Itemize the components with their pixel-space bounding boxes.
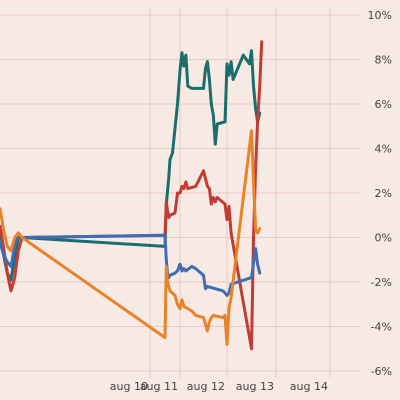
y-tick-label: 2%: [375, 187, 392, 200]
series-line-1: [0, 49, 262, 282]
series-line-4: [0, 129, 262, 346]
y-tick-label: 4%: [375, 143, 392, 156]
y-tick-label: 10%: [368, 9, 392, 22]
x-tick-label: aug 12: [187, 380, 225, 393]
series-line-2: [0, 40, 264, 351]
y-tick-label: -4%: [371, 321, 392, 334]
x-tick-label: aug 13: [236, 380, 274, 393]
x-tick-label: aug 11: [140, 380, 178, 393]
series-line-3: [0, 231, 262, 297]
y-tick-label: -2%: [371, 276, 392, 289]
y-tick-label: 6%: [375, 98, 392, 111]
y-tick-label: 0%: [375, 232, 392, 245]
y-tick-label: 8%: [375, 54, 392, 67]
series-lines: [0, 40, 264, 351]
x-tick-label: aug 14: [290, 380, 328, 393]
y-tick-label: -6%: [371, 365, 392, 378]
x-tick-label: aug 10: [110, 380, 148, 393]
